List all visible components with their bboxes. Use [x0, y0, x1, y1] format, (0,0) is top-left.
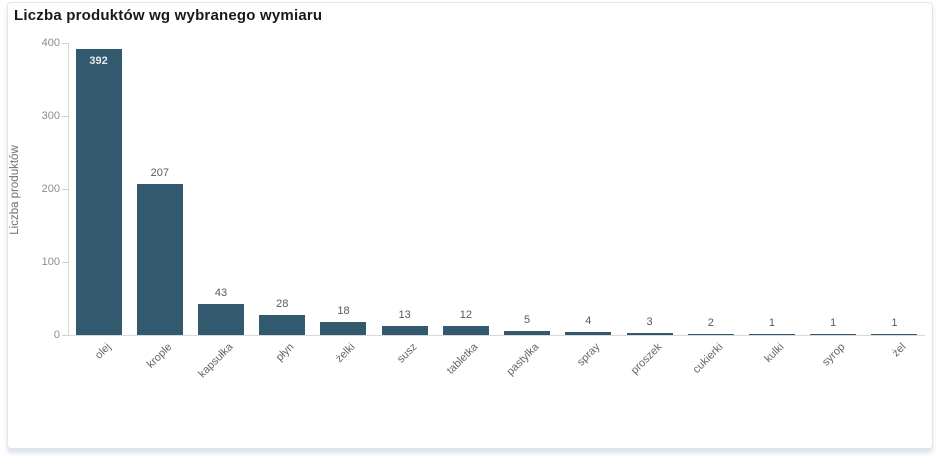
- x-category-label-cukierki[interactable]: cukierki: [690, 341, 726, 376]
- x-category-label-kulki[interactable]: kulki: [762, 341, 787, 366]
- bar-susz[interactable]: [381, 325, 428, 335]
- value-label-proszek: 3: [646, 315, 653, 328]
- x-category-label-pastylka[interactable]: pastylka: [504, 341, 542, 379]
- value-label-cukierki: 2: [707, 316, 714, 329]
- bar-spray[interactable]: [565, 332, 612, 335]
- bar-olej[interactable]: [75, 48, 122, 335]
- bar-cukierki[interactable]: [687, 333, 734, 335]
- y-tick-mark: [62, 189, 68, 190]
- x-category-label-płyn[interactable]: płyn: [273, 341, 297, 364]
- value-label-kulki: 1: [768, 316, 776, 329]
- bar-żelki[interactable]: [320, 321, 367, 335]
- x-category-label-kapsułka[interactable]: kapsułka: [196, 341, 236, 381]
- value-label-żel: 1: [891, 316, 898, 329]
- y-tick-label: 200: [41, 183, 60, 195]
- y-tick-label: 0: [53, 329, 60, 341]
- y-tick-label: 400: [41, 37, 60, 49]
- bar-syrop[interactable]: [810, 333, 857, 335]
- x-category-label-tabletka[interactable]: tabletka: [444, 341, 481, 377]
- value-label-tabletka: 12: [459, 309, 473, 322]
- bar-pastylka[interactable]: [504, 331, 551, 335]
- x-axis-line: [68, 335, 925, 336]
- bar-proszek[interactable]: [626, 332, 673, 335]
- value-label-susz: 13: [398, 308, 411, 321]
- value-label-płyn: 28: [276, 297, 289, 310]
- value-label-pastylka: 5: [524, 314, 531, 327]
- y-axis-line: [68, 43, 69, 335]
- bar-kapsułka[interactable]: [198, 303, 245, 335]
- x-category-label-spray[interactable]: spray: [575, 341, 603, 369]
- y-tick-mark: [62, 335, 68, 336]
- bar-kulki[interactable]: [748, 333, 795, 335]
- x-category-label-żelki[interactable]: żelki: [333, 341, 358, 366]
- x-category-label-syrop[interactable]: syrop: [820, 341, 848, 369]
- x-category-label-susz[interactable]: susz: [394, 341, 420, 366]
- value-label-olej: 392: [89, 54, 108, 67]
- value-label-kapsułka: 43: [214, 286, 228, 299]
- x-category-label-olej[interactable]: olej: [92, 341, 114, 362]
- y-tick-label: 100: [41, 256, 60, 268]
- bar-płyn[interactable]: [259, 314, 306, 335]
- bar-krople[interactable]: [136, 183, 183, 335]
- bar-tabletka[interactable]: [442, 326, 489, 335]
- bar-żel[interactable]: [871, 333, 918, 335]
- y-tick-mark: [62, 116, 68, 117]
- value-label-spray: 4: [585, 315, 592, 328]
- x-category-label-proszek[interactable]: proszek: [628, 341, 665, 377]
- value-label-żelki: 18: [337, 304, 350, 317]
- y-tick-mark: [62, 43, 68, 44]
- value-label-krople: 207: [150, 166, 169, 179]
- y-tick-mark: [62, 262, 68, 263]
- chart-title: Liczba produktów wg wybranego wymiaru: [14, 7, 323, 24]
- x-category-label-krople[interactable]: krople: [144, 341, 175, 371]
- x-category-label-żel[interactable]: żel: [890, 341, 909, 360]
- value-label-syrop: 1: [830, 316, 837, 329]
- y-tick-label: 300: [41, 110, 60, 122]
